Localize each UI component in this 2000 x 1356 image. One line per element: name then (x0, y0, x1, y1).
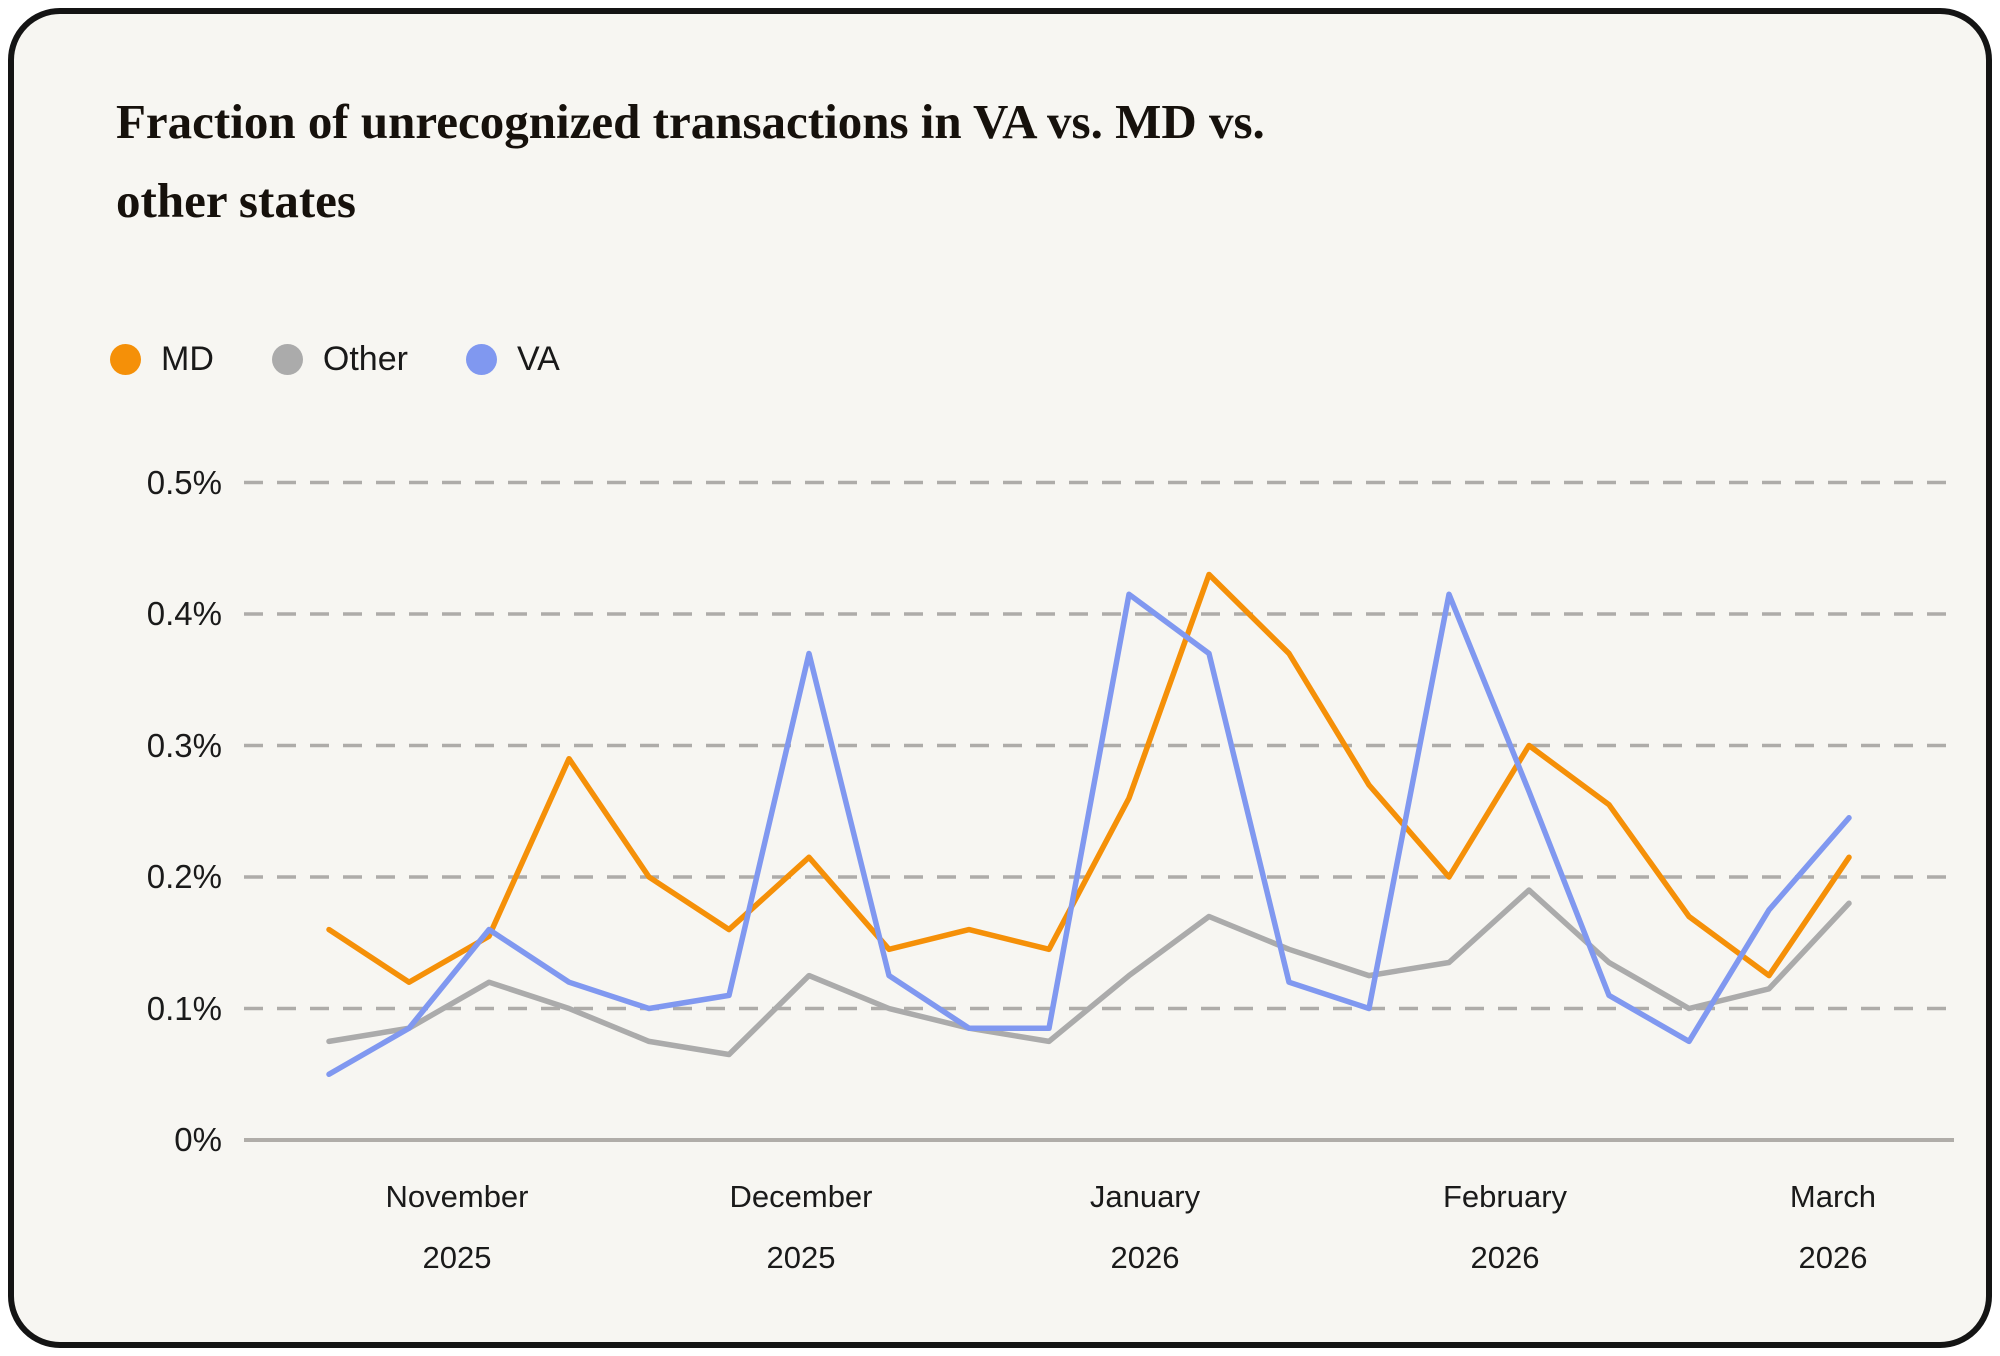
other-series-dot-icon (271, 344, 303, 375)
x-tick-month: December 2025 (729, 1179, 873, 1275)
va-series-dot-icon (465, 344, 497, 375)
md-series-dot-icon (110, 344, 141, 375)
plot-area (244, 480, 1954, 1142)
y-tick-label: 0.4% (146, 595, 222, 632)
y-tick-label: 0.2% (146, 858, 222, 895)
x-tick-month: March 2026 (1789, 1179, 1877, 1275)
x-tick-month: November 2025 (385, 1179, 529, 1275)
series-line-va (326, 591, 1852, 1078)
series-line-other (326, 887, 1852, 1058)
legend-label-va: VA (516, 340, 560, 378)
legend-item-va[interactable]: VA (465, 340, 560, 379)
chart-title-line2: other states (116, 173, 356, 228)
x-tick-month: January 2026 (1089, 1179, 1201, 1275)
y-tick-label: 0% (174, 1121, 222, 1158)
y-tick-label: 0.1% (146, 989, 222, 1027)
legend-label-md: MD (161, 340, 214, 378)
gridlines (244, 480, 1954, 1142)
y-tick-label: 0.3% (146, 726, 222, 764)
series-line-md (326, 571, 1852, 985)
legend-item-md[interactable]: MD (110, 340, 214, 379)
chart-title: Fraction of unrecognized transactions in… (116, 82, 1516, 240)
y-tick-label: 0.5% (146, 463, 222, 501)
legend: MD Other VA (110, 340, 560, 379)
x-tick-month: February 2026 (1442, 1179, 1568, 1275)
chart-title-line1: Fraction of unrecognized transactions in… (116, 94, 1265, 149)
legend-label-other: Other (322, 340, 408, 378)
chart-card: Fraction of unrecognized transactions in… (8, 8, 1992, 1348)
legend-item-other[interactable]: Other (271, 340, 408, 379)
